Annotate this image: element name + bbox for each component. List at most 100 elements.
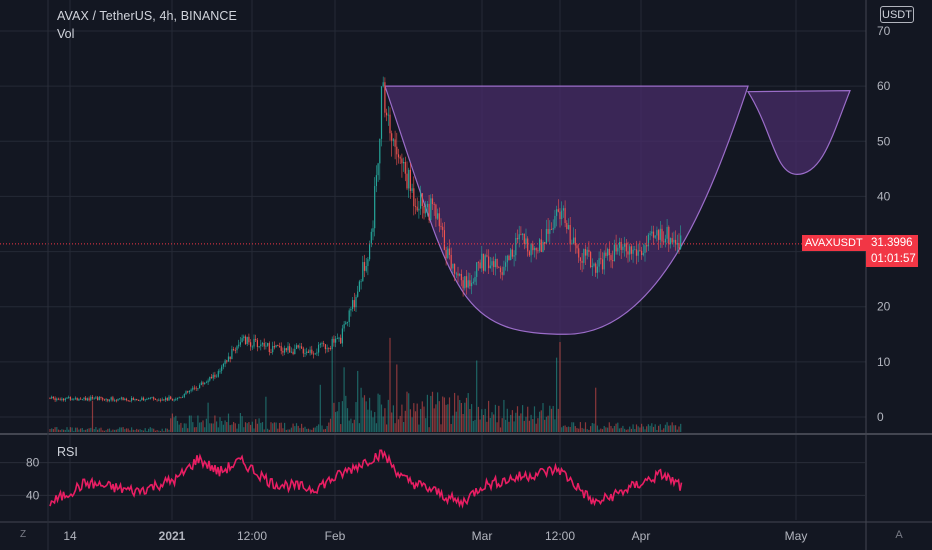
candle-body xyxy=(56,398,58,401)
candle-body xyxy=(634,249,636,251)
volume-bar xyxy=(420,408,422,432)
candle-body xyxy=(173,399,175,401)
candle-body xyxy=(251,346,253,348)
volume-bar xyxy=(360,387,362,432)
candle-body xyxy=(637,250,639,256)
candle-body xyxy=(603,252,605,270)
volume-bar xyxy=(105,430,107,432)
candle-body xyxy=(314,353,316,355)
volume-bar xyxy=(386,424,388,432)
cup-shape xyxy=(384,85,749,335)
volume-bar xyxy=(423,406,425,432)
volume-bar xyxy=(508,421,510,432)
candle-body xyxy=(69,397,71,400)
volume-bar xyxy=(294,426,296,432)
volume-bar xyxy=(238,423,240,432)
candle-body xyxy=(209,376,211,381)
volume-bar xyxy=(571,422,573,432)
candle-body xyxy=(661,228,663,242)
candle-body xyxy=(484,255,486,271)
candle-body xyxy=(601,259,604,270)
volume-bar xyxy=(188,415,190,432)
volume-bar xyxy=(652,426,655,432)
candle-body xyxy=(185,391,187,394)
candle-body xyxy=(110,397,112,400)
volume-bar xyxy=(226,422,228,432)
volume-bar xyxy=(102,430,104,432)
volume-bar xyxy=(450,423,452,432)
candle-body xyxy=(607,248,609,256)
volume-bar xyxy=(622,425,624,432)
volume-bar xyxy=(440,424,442,432)
volume-bar xyxy=(309,429,311,432)
candle-body xyxy=(142,397,145,401)
candle-body xyxy=(523,233,525,245)
candle-body xyxy=(346,321,349,323)
volume-bar xyxy=(97,429,99,432)
candle-body xyxy=(420,193,422,209)
time-axis[interactable]: 14 2021 12:00 Feb Mar 12:00 Apr May xyxy=(63,529,807,543)
candle-body xyxy=(188,390,190,393)
candle-body xyxy=(144,399,146,401)
candle-body xyxy=(200,382,202,386)
candle-body xyxy=(323,343,325,345)
volume-bar xyxy=(552,406,554,432)
price-tick-label: 0 xyxy=(877,410,884,424)
volume-bar xyxy=(280,422,282,432)
volume-bar xyxy=(258,418,260,432)
candle-body xyxy=(66,397,68,399)
volume-bars xyxy=(49,337,682,432)
volume-bar xyxy=(173,417,175,432)
volume-bar xyxy=(491,412,493,432)
currency-button[interactable]: USDT xyxy=(880,6,914,23)
candle-body xyxy=(302,348,304,354)
candle-body xyxy=(430,198,432,221)
candle-body xyxy=(442,226,444,231)
price-axis[interactable]: 010203040506070 xyxy=(865,0,932,550)
volume-bar xyxy=(365,401,367,432)
volume-bar xyxy=(639,427,641,432)
volume-bar xyxy=(125,428,128,432)
candle-body xyxy=(562,208,564,211)
candle-body xyxy=(238,344,240,347)
volume-bar xyxy=(68,429,70,432)
volume-bar xyxy=(632,424,634,432)
candle-body xyxy=(416,206,418,211)
volume-bar xyxy=(265,396,267,432)
volume-bar xyxy=(316,425,318,432)
candle-body xyxy=(454,263,456,274)
candle-body xyxy=(608,248,610,256)
time-tick-label: 2021 xyxy=(159,529,186,543)
volume-bar xyxy=(488,400,490,432)
candle-body xyxy=(651,231,653,234)
volume-bar xyxy=(414,411,417,432)
candle-body xyxy=(333,338,335,343)
auto-scale-icon[interactable]: A xyxy=(895,529,903,541)
candle-body xyxy=(486,255,488,257)
timezone-icon[interactable]: Z xyxy=(19,529,27,540)
volume-bar xyxy=(236,428,238,432)
candle-body xyxy=(49,398,51,400)
candle-body xyxy=(380,86,383,139)
candle-body xyxy=(474,276,476,282)
candle-body xyxy=(226,360,228,362)
candle-body xyxy=(90,396,92,401)
volume-bar xyxy=(454,392,456,432)
volume-bar xyxy=(248,422,250,432)
volume-bar xyxy=(421,401,423,432)
volume-bar xyxy=(607,427,609,432)
candle-body xyxy=(336,338,338,340)
volume-bar xyxy=(413,403,415,432)
volume-bar xyxy=(131,427,133,432)
candle-body xyxy=(255,338,257,341)
volume-bar xyxy=(590,426,592,432)
candle-body xyxy=(596,266,598,273)
volume-bar xyxy=(204,427,206,432)
volume-bar xyxy=(675,425,677,432)
volume-bar xyxy=(302,427,304,432)
volume-bar xyxy=(406,391,408,432)
candle-body xyxy=(556,209,558,216)
volume-bar xyxy=(533,406,536,432)
